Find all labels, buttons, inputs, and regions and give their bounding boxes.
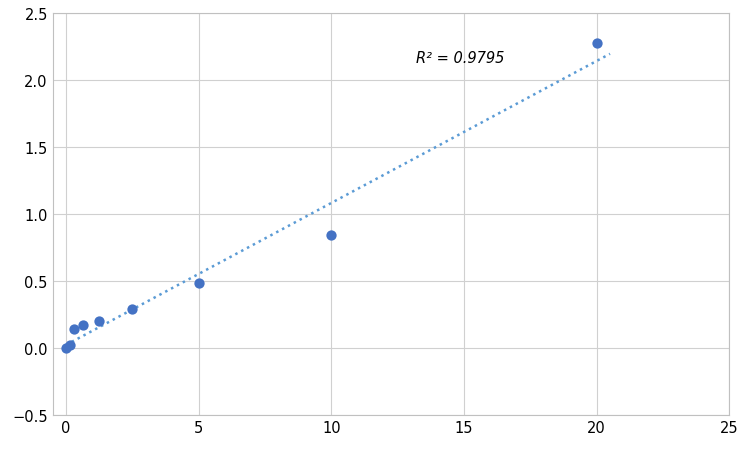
- Point: [326, 232, 338, 239]
- Point: [126, 306, 138, 313]
- Point: [77, 322, 89, 329]
- Text: R² = 0.9795: R² = 0.9795: [417, 51, 505, 66]
- Point: [93, 318, 105, 325]
- Point: [193, 280, 205, 287]
- Point: [591, 41, 603, 48]
- Point: [64, 342, 76, 349]
- Point: [68, 326, 80, 333]
- Point: [60, 345, 72, 352]
